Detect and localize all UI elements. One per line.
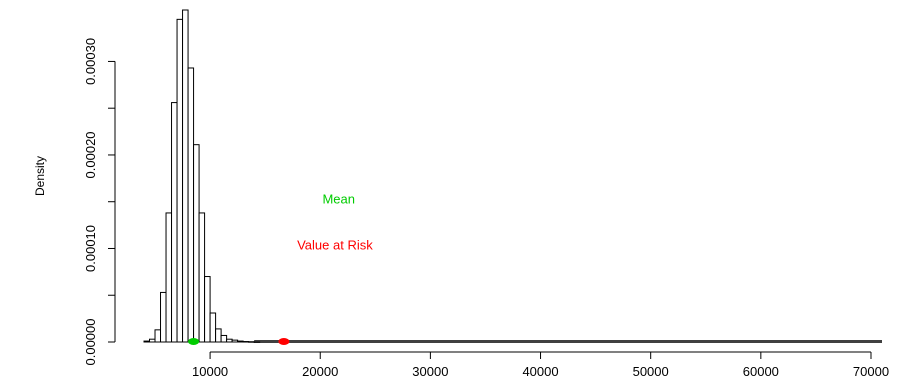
y-tick-label: 0.00020 — [83, 131, 98, 178]
tail-baseline — [254, 340, 882, 343]
histogram-bar — [248, 341, 255, 343]
histogram-bar — [242, 341, 250, 343]
histogram-bar — [187, 67, 195, 343]
value-at-risk-marker — [278, 338, 290, 345]
x-tick-label: 60000 — [743, 364, 779, 379]
x-tick-label: 20000 — [302, 364, 338, 379]
x-tick-label: 30000 — [412, 364, 448, 379]
histogram-bar — [215, 328, 222, 343]
histogram-bar — [198, 212, 206, 343]
histogram-bar — [176, 18, 184, 343]
histogram-bar — [154, 329, 162, 343]
histogram-bar — [165, 212, 173, 343]
mean-label: Mean — [322, 192, 355, 207]
y-tick-label: 0.00030 — [83, 38, 98, 85]
x-tick-label: 50000 — [633, 364, 669, 379]
y-axis: 0.00000 0.00010 0.00020 0.00030 — [83, 38, 116, 366]
x-tick-label: 70000 — [853, 364, 889, 379]
value-at-risk-label: Value at Risk — [297, 237, 373, 252]
x-tick-label: 40000 — [522, 364, 558, 379]
histogram-bar — [209, 312, 217, 343]
histogram-bar — [237, 340, 244, 343]
y-axis-label: Density — [33, 156, 47, 196]
histogram-bar — [171, 102, 178, 343]
y-tick-label: 0.00010 — [83, 225, 98, 272]
histogram-bar — [226, 338, 233, 343]
histogram-bar — [220, 334, 228, 343]
histogram-bar — [160, 291, 167, 343]
histogram-bar — [193, 144, 200, 343]
marker-points — [188, 338, 290, 345]
histogram-bar — [143, 340, 151, 343]
x-axis: 10000 20000 30000 40000 50000 60000 70000 — [192, 351, 889, 379]
histogram-bars — [143, 9, 261, 343]
histogram-bar — [204, 276, 211, 343]
histogram-bar — [149, 338, 156, 343]
histogram-bar — [231, 339, 239, 343]
x-tick-label: 10000 — [192, 364, 228, 379]
mean-marker — [188, 338, 200, 345]
annotations: Mean Value at Risk — [297, 192, 373, 253]
histogram-bar — [182, 9, 189, 343]
y-tick-label: 0.00000 — [83, 319, 98, 366]
